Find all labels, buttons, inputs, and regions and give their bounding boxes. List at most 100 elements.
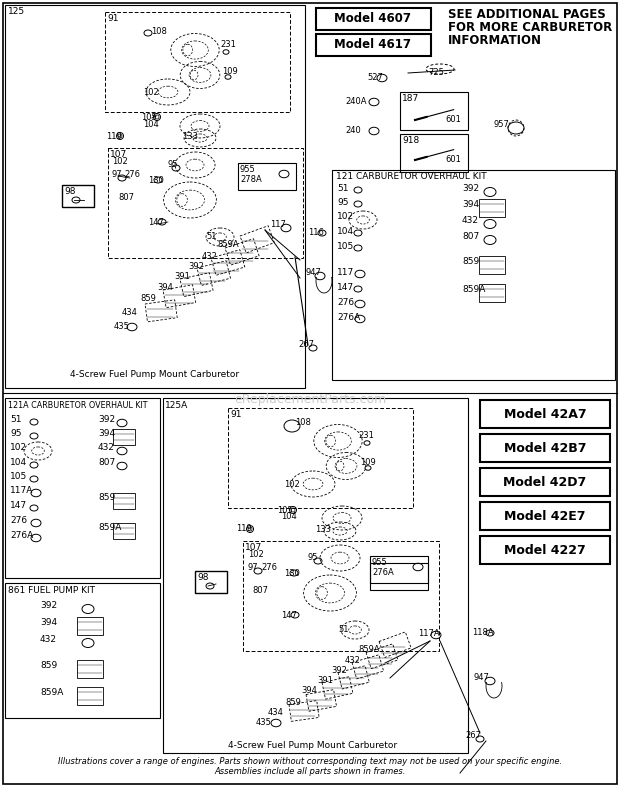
Text: 108: 108 bbox=[151, 27, 167, 36]
Text: 394: 394 bbox=[462, 200, 479, 209]
Text: 95: 95 bbox=[167, 160, 177, 169]
Text: 104: 104 bbox=[10, 458, 27, 467]
Text: Model 42E7: Model 42E7 bbox=[504, 509, 586, 523]
Text: 102: 102 bbox=[284, 480, 299, 489]
Text: 859A: 859A bbox=[358, 645, 379, 654]
Text: 859A: 859A bbox=[462, 285, 485, 294]
Bar bbox=[5, 398, 160, 578]
Text: 859A: 859A bbox=[217, 240, 239, 249]
Text: 105: 105 bbox=[277, 506, 293, 515]
Text: eReplacementParts.com: eReplacementParts.com bbox=[234, 393, 386, 406]
Text: 51: 51 bbox=[337, 184, 348, 193]
Bar bbox=[366, 644, 398, 669]
Bar bbox=[479, 199, 505, 217]
Bar bbox=[77, 617, 103, 635]
Text: 859: 859 bbox=[40, 661, 57, 670]
Text: 104: 104 bbox=[281, 512, 297, 521]
Text: 133: 133 bbox=[182, 132, 198, 141]
Text: 435: 435 bbox=[114, 322, 130, 331]
Text: 108: 108 bbox=[295, 418, 311, 427]
Bar bbox=[105, 12, 290, 112]
Text: 105: 105 bbox=[10, 472, 27, 481]
Text: 4-Screw Fuel Pump Mount Carburetor: 4-Screw Fuel Pump Mount Carburetor bbox=[71, 370, 239, 379]
Text: 105: 105 bbox=[141, 113, 157, 122]
Text: 102: 102 bbox=[337, 212, 354, 221]
Bar bbox=[228, 408, 413, 508]
Text: 434: 434 bbox=[122, 308, 138, 317]
Text: Model 42D7: Model 42D7 bbox=[503, 475, 587, 489]
Text: 392: 392 bbox=[40, 601, 57, 610]
Text: 601: 601 bbox=[445, 155, 461, 164]
Text: 394: 394 bbox=[98, 429, 115, 438]
Text: 955: 955 bbox=[372, 558, 388, 567]
Text: 432: 432 bbox=[98, 443, 115, 452]
Text: 119: 119 bbox=[106, 132, 122, 141]
Text: 125A: 125A bbox=[165, 401, 188, 410]
Bar bbox=[480, 468, 610, 496]
Text: 105: 105 bbox=[337, 242, 354, 251]
Text: 861 FUEL PUMP KIT: 861 FUEL PUMP KIT bbox=[8, 586, 95, 595]
Text: 859: 859 bbox=[140, 294, 156, 303]
Bar bbox=[479, 256, 505, 274]
Text: 102: 102 bbox=[10, 443, 27, 452]
Bar bbox=[322, 677, 353, 699]
Bar bbox=[480, 400, 610, 428]
Bar bbox=[480, 502, 610, 530]
Text: 91: 91 bbox=[230, 410, 242, 419]
Text: 116: 116 bbox=[308, 228, 324, 237]
Text: 97: 97 bbox=[248, 563, 259, 572]
Text: 147: 147 bbox=[148, 218, 164, 227]
Text: 117: 117 bbox=[270, 220, 286, 229]
Text: 859: 859 bbox=[98, 493, 115, 502]
Text: 187: 187 bbox=[402, 94, 419, 103]
Text: 267: 267 bbox=[465, 731, 481, 740]
Text: 240A: 240A bbox=[345, 97, 366, 106]
Text: 117A: 117A bbox=[10, 486, 33, 495]
Text: 434: 434 bbox=[268, 708, 284, 717]
Text: 392: 392 bbox=[462, 184, 479, 193]
Text: 918: 918 bbox=[402, 136, 419, 145]
Bar bbox=[243, 541, 439, 651]
Bar bbox=[195, 571, 227, 593]
Text: 807: 807 bbox=[252, 586, 268, 595]
Text: 95: 95 bbox=[337, 198, 348, 207]
Text: 391: 391 bbox=[174, 272, 190, 281]
Bar bbox=[352, 655, 384, 679]
Bar bbox=[113, 429, 135, 445]
Text: 231: 231 bbox=[358, 431, 374, 440]
Text: 51: 51 bbox=[10, 415, 22, 424]
Text: 102: 102 bbox=[143, 88, 159, 97]
Text: 957: 957 bbox=[494, 120, 510, 129]
Text: 121A CARBURETOR OVERHAUL KIT: 121A CARBURETOR OVERHAUL KIT bbox=[8, 401, 148, 410]
Text: 276: 276 bbox=[261, 563, 277, 572]
Text: 130: 130 bbox=[148, 176, 164, 185]
Bar bbox=[480, 434, 610, 462]
Text: 98: 98 bbox=[64, 187, 76, 196]
Text: 102: 102 bbox=[248, 550, 264, 559]
Text: 117: 117 bbox=[337, 268, 354, 277]
Bar bbox=[113, 523, 135, 539]
Text: 104: 104 bbox=[337, 227, 354, 236]
Text: 391: 391 bbox=[317, 676, 333, 685]
Text: 267: 267 bbox=[298, 340, 314, 349]
Bar bbox=[316, 34, 431, 56]
Bar bbox=[197, 260, 231, 286]
Text: 276A: 276A bbox=[337, 313, 360, 322]
Bar bbox=[62, 185, 94, 207]
Bar bbox=[5, 583, 160, 718]
Text: 394: 394 bbox=[301, 686, 317, 695]
Text: 51: 51 bbox=[206, 232, 216, 241]
Text: 231: 231 bbox=[220, 40, 236, 49]
Text: 859A: 859A bbox=[98, 523, 122, 532]
Text: 601: 601 bbox=[445, 115, 461, 124]
Text: 859A: 859A bbox=[40, 688, 63, 697]
Text: 147: 147 bbox=[10, 501, 27, 510]
Text: 102: 102 bbox=[112, 157, 128, 166]
Bar bbox=[77, 660, 103, 678]
Text: 276A: 276A bbox=[372, 568, 394, 577]
Bar bbox=[289, 700, 319, 722]
Text: 392: 392 bbox=[188, 262, 204, 271]
Text: SEE ADDITIONAL PAGES: SEE ADDITIONAL PAGES bbox=[448, 8, 606, 21]
Text: 955: 955 bbox=[240, 165, 255, 174]
Text: 117A: 117A bbox=[418, 629, 440, 638]
